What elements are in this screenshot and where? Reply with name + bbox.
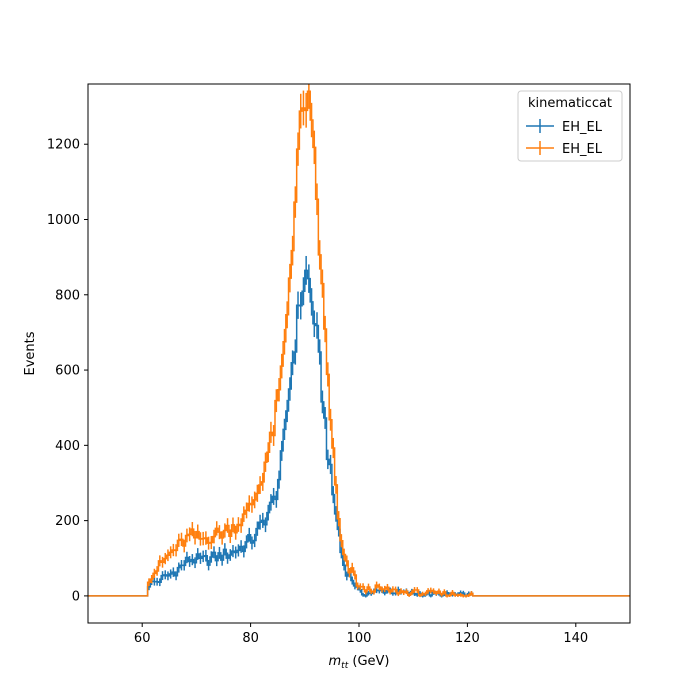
y-tick: 600 [55,364,88,379]
legend-item-2: EH_EL [526,141,603,157]
x-axis-label-unit: (GeV) [348,654,389,669]
y-tick-label: 0 [72,589,80,604]
legend-items: EH_EL EH_EL [526,119,603,157]
series-2 [88,84,630,598]
chart-marks [88,84,630,598]
x-tick-label: 140 [563,631,588,646]
legend-title: kinematiccat [528,96,612,111]
y-tick-label: 200 [55,514,80,529]
x-tick: 140 [563,623,588,646]
x-tick: 120 [455,623,480,646]
y-tick-label: 400 [55,439,80,454]
y-axis-ticks: 0 200 400 600 800 1000 1200 [47,138,88,604]
x-tick: 80 [242,623,259,646]
y-tick-label: 800 [55,288,80,303]
y-tick: 200 [55,514,88,529]
legend-box [517,90,623,162]
legend-label: EH_EL [562,120,603,135]
x-tick: 60 [134,623,151,646]
series-1-step-line [88,269,630,597]
y-tick: 1200 [47,138,88,153]
x-axis-label: mtt (GeV) [329,654,390,671]
y-tick-label: 600 [55,364,80,379]
y-tick: 1000 [47,213,88,228]
legend: kinematiccat EH_EL EH_EL [517,90,623,162]
legend-item-1: EH_EL [526,119,603,135]
y-axis-label: Events [23,331,38,375]
x-axis-label-main: m [329,654,342,669]
y-tick: 800 [55,288,88,303]
y-tick: 400 [55,439,88,454]
y-tick-label: 1000 [47,213,80,228]
x-tick-label: 100 [347,631,372,646]
series-2-step-line [88,90,630,597]
x-axis-ticks: 60 80 100 120 140 [134,623,588,646]
series-1 [88,255,630,598]
x-tick-label: 120 [455,631,480,646]
legend-label: EH_EL [562,142,603,157]
y-tick-label: 1200 [47,138,80,153]
x-tick-label: 60 [134,631,151,646]
plot-frame [87,83,631,624]
x-tick-label: 80 [242,631,259,646]
x-tick: 100 [347,623,372,646]
y-tick: 0 [72,589,88,604]
x-axis-label-sub: tt [341,661,349,671]
